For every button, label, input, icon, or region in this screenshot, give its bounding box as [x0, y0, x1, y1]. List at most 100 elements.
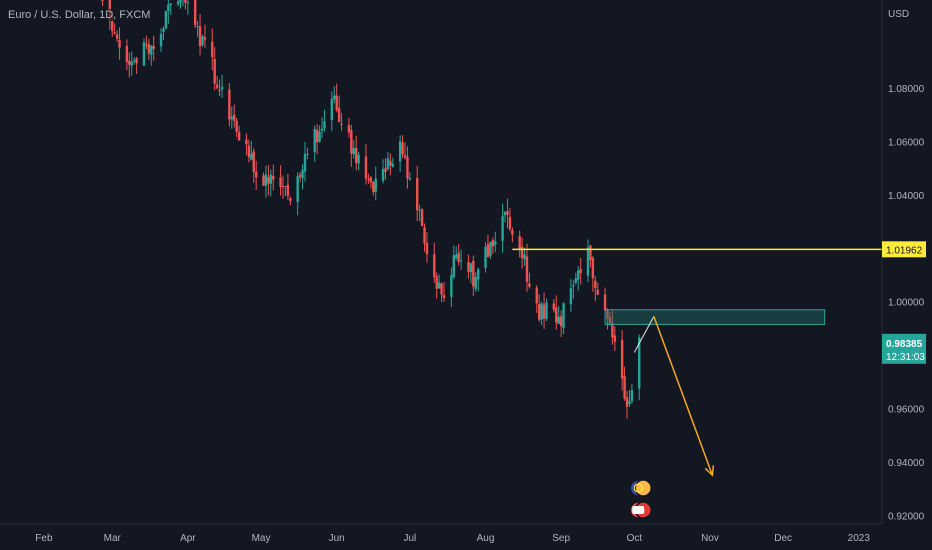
- candle-body: [628, 400, 631, 405]
- candle-body: [320, 128, 324, 131]
- level-price-tag-text: 1.01962: [886, 245, 923, 256]
- candle-body: [520, 246, 524, 259]
- candle-body: [537, 304, 541, 320]
- candle-body: [333, 95, 336, 100]
- candle-body: [350, 130, 353, 154]
- candle-body: [491, 240, 495, 247]
- candle-body: [369, 177, 373, 183]
- candle-body: [455, 254, 458, 258]
- time-axis-tick-label: Jul: [403, 533, 416, 544]
- time-axis-tick-label: Aug: [477, 533, 495, 544]
- time-axis-tick-label: Nov: [701, 533, 719, 544]
- time-axis-tick-label: Dec: [774, 533, 792, 544]
- candle-body: [469, 263, 473, 273]
- eu-event-flag-icon[interactable]: [634, 479, 652, 497]
- candle-body: [440, 283, 443, 295]
- candle-body: [218, 89, 221, 92]
- candle-body: [437, 282, 441, 289]
- candle-body: [423, 227, 426, 244]
- time-axis[interactable]: Feb Mar Apr May Jun Jul Aug Sep Oct Nov Dec 2023: [35, 533, 870, 544]
- candle-body: [408, 178, 412, 180]
- candle-body: [281, 185, 285, 187]
- candle-body: [457, 252, 460, 263]
- candle-body: [540, 303, 543, 320]
- candle-body: [186, 2, 190, 4]
- candle-body: [247, 145, 251, 158]
- candle-body: [301, 169, 304, 179]
- candle-body: [262, 175, 265, 186]
- price-axis-tick-label: 1.00000: [888, 298, 925, 309]
- candle-body: [235, 120, 238, 132]
- candle-body: [130, 61, 133, 66]
- candle-body: [525, 256, 529, 282]
- candle-body: [347, 125, 351, 133]
- candle-body: [306, 153, 309, 155]
- candle-body: [340, 123, 343, 125]
- candle-body: [252, 151, 255, 173]
- candle-body: [506, 210, 509, 215]
- candle-body: [611, 322, 614, 338]
- candle-body: [318, 131, 321, 142]
- candle-body: [630, 390, 634, 401]
- candles-layer: [101, 0, 641, 419]
- candle-body: [303, 153, 307, 172]
- candle-body: [289, 198, 292, 202]
- candle-body: [142, 42, 146, 66]
- candle-body: [269, 174, 273, 184]
- candle-body: [613, 335, 617, 342]
- supply-zone-rectangle[interactable]: [604, 309, 826, 325]
- countdown-text: 12:31:03: [886, 352, 925, 363]
- candle-body: [267, 176, 270, 184]
- candle-body: [562, 303, 565, 328]
- candle-body: [279, 177, 282, 188]
- candle-body: [337, 108, 341, 122]
- candle-body: [198, 26, 202, 47]
- candle-body: [264, 174, 268, 186]
- candle-body: [193, 0, 197, 26]
- candle-body: [589, 245, 592, 260]
- candle-body: [162, 28, 165, 32]
- projection-arrow-head[interactable]: [704, 465, 715, 477]
- candle-body: [489, 241, 492, 257]
- candle-body: [152, 45, 155, 49]
- candle-body: [433, 254, 436, 278]
- candle-body: [501, 216, 504, 241]
- candle-body: [372, 181, 375, 193]
- eu-stars-icon: [633, 483, 643, 493]
- candle-body: [484, 246, 487, 268]
- candle-body: [169, 3, 172, 6]
- candle-body: [250, 153, 253, 160]
- event-markers[interactable]: [629, 479, 652, 519]
- projection-arrow-line[interactable]: [653, 316, 714, 476]
- candle-body: [367, 179, 370, 181]
- candle-body: [381, 168, 385, 181]
- last-price-tag: [882, 333, 926, 364]
- candle-body: [215, 84, 219, 88]
- candle-body: [511, 230, 514, 235]
- candle-body: [606, 309, 609, 319]
- symbol-title[interactable]: Euro / U.S. Dollar, 1D, FXCM: [6, 9, 153, 21]
- candle-body: [101, 0, 104, 1]
- candle-body: [508, 216, 512, 230]
- path-line-up[interactable]: [633, 316, 655, 353]
- last-price-tag-text: 0.98385: [886, 339, 923, 350]
- candle-body: [286, 184, 290, 196]
- candle-body: [150, 45, 153, 55]
- candle-body: [323, 121, 326, 129]
- price-axis-tick-label: 0.94000: [888, 458, 925, 469]
- candle-body: [111, 20, 114, 32]
- candle-body: [374, 178, 377, 192]
- candle-body: [416, 177, 419, 211]
- candle-body: [159, 34, 163, 47]
- price-axis-tick-label: 1.08000: [888, 84, 925, 95]
- candle-body: [577, 270, 580, 280]
- candle-body: [523, 254, 526, 260]
- candle-body: [201, 36, 204, 46]
- candle-body: [425, 242, 429, 255]
- candle-body: [254, 171, 258, 178]
- candle-body: [245, 139, 248, 145]
- candle-body: [330, 98, 334, 121]
- candle-body: [450, 275, 453, 297]
